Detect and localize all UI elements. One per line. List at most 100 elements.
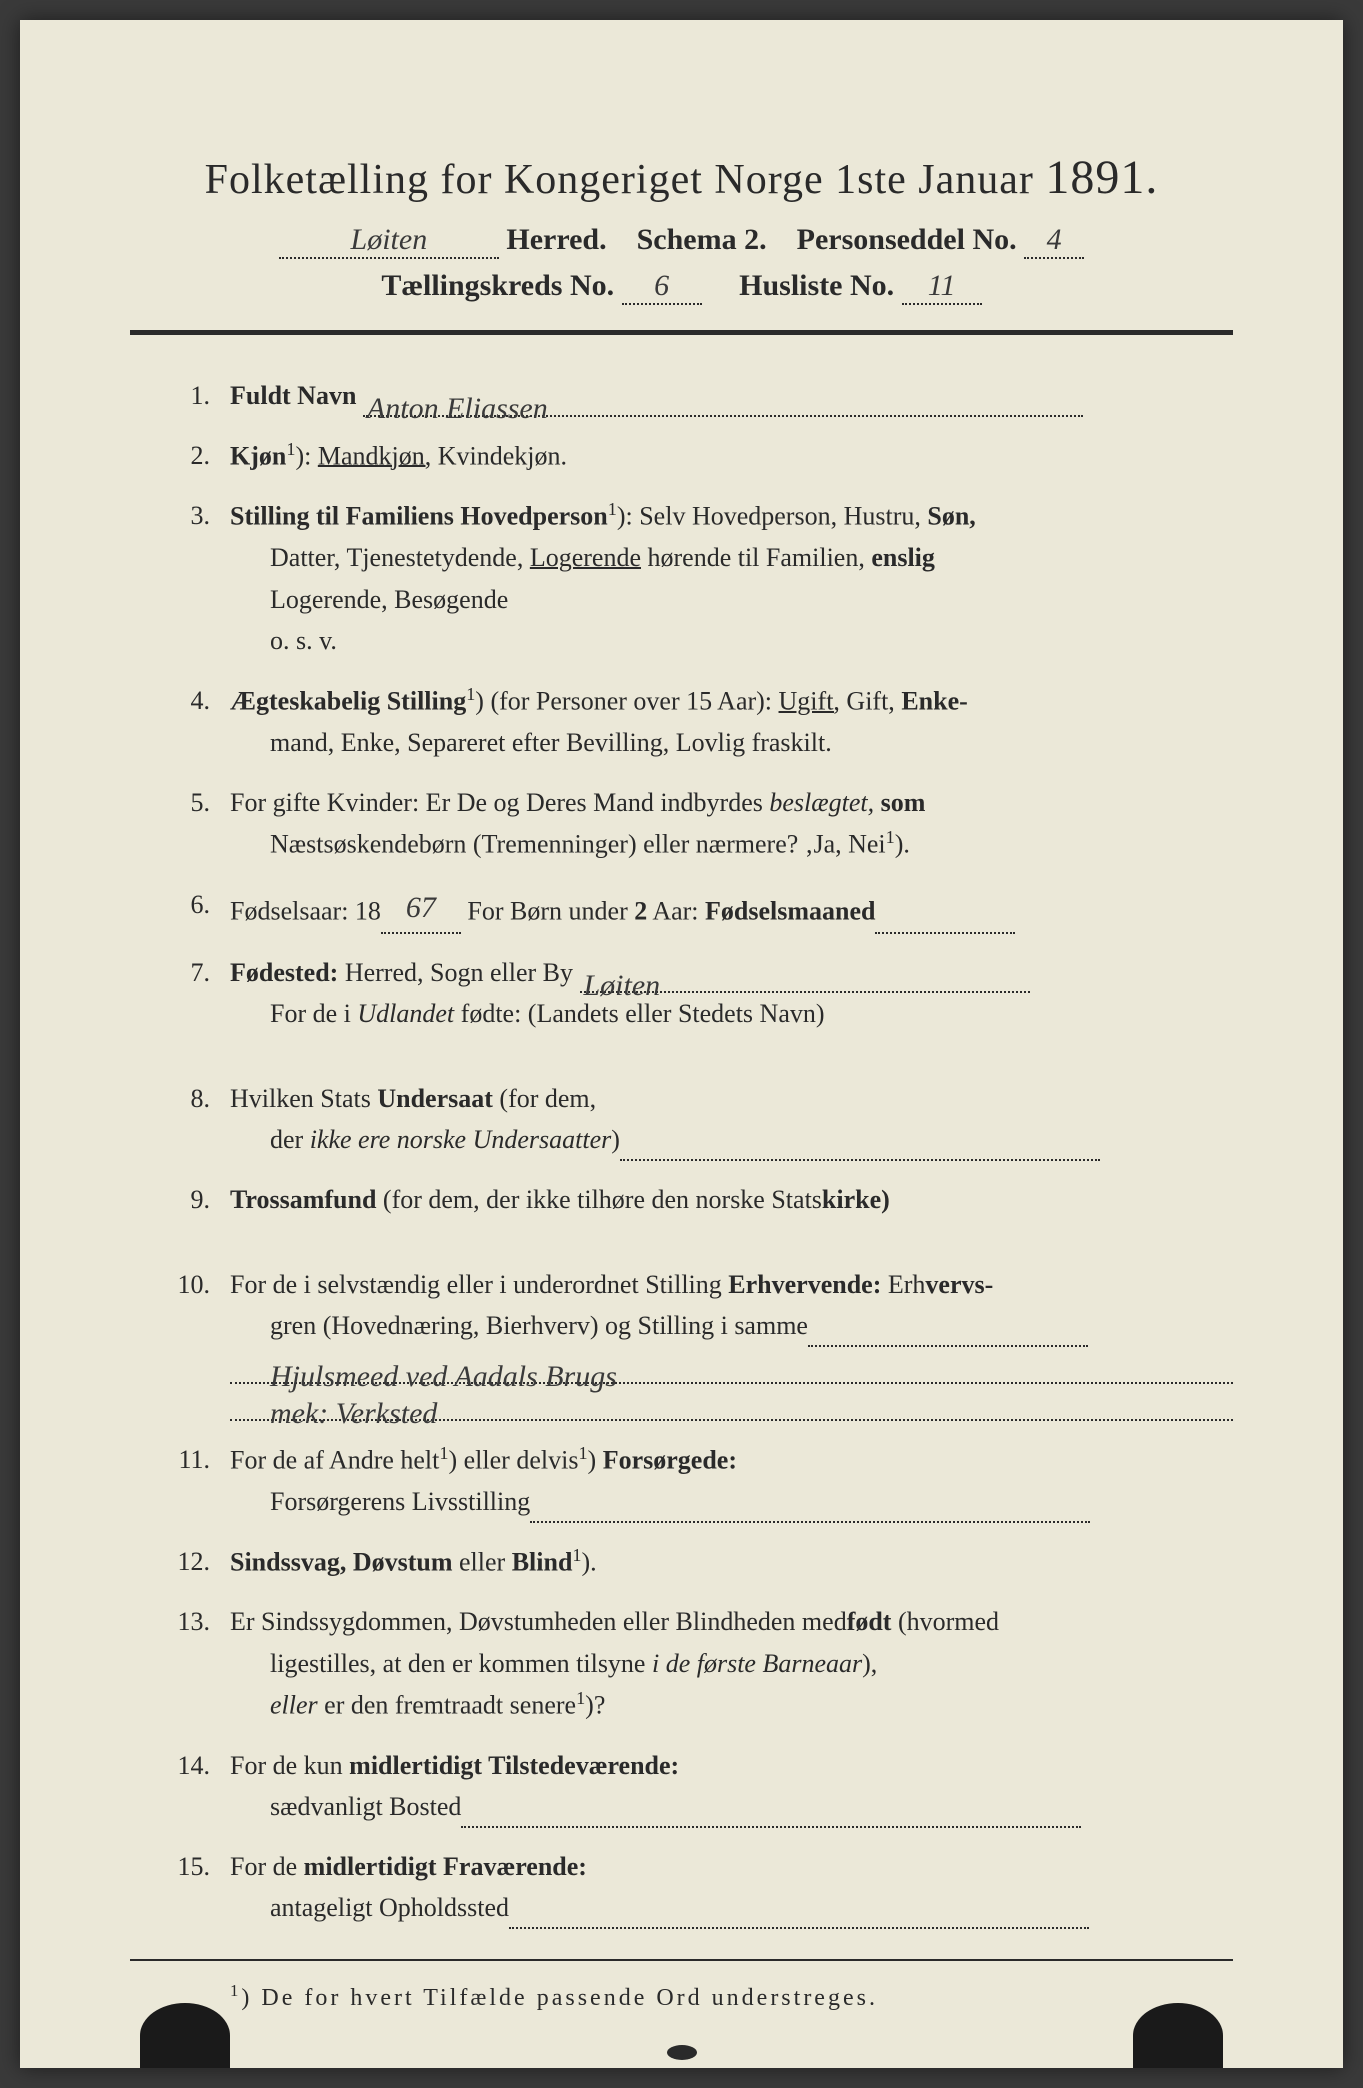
label: Stilling til Familiens Hovedperson xyxy=(230,502,608,531)
spacer xyxy=(160,1239,1233,1264)
t1: For de kun xyxy=(230,1751,349,1780)
punch-hole-left xyxy=(140,2003,230,2068)
t3: Aar: xyxy=(647,896,705,925)
opt-selected: Mandkjøn, xyxy=(318,441,431,470)
row-num: 5. xyxy=(160,782,230,824)
label: Kjøn xyxy=(230,441,286,470)
row-num: 8. xyxy=(160,1078,230,1120)
name-field: Anton Eliassen xyxy=(363,385,1083,416)
sup: 1 xyxy=(466,684,475,704)
row-content: Trossamfund (for dem, der ikke tilhøre d… xyxy=(230,1179,1233,1221)
row-num: 9. xyxy=(160,1179,230,1221)
i1: Udlandet xyxy=(357,999,454,1028)
row-content: Hvilken Stats Undersaat (for dem, der ik… xyxy=(230,1078,1233,1161)
i1: i de første Barneaar xyxy=(652,1649,862,1678)
t1: For de xyxy=(230,1852,304,1881)
footnote-text: ) De for hvert Tilfælde passende Ord und… xyxy=(241,1985,878,2011)
row-8: 8. Hvilken Stats Undersaat (for dem, der… xyxy=(160,1078,1233,1161)
text: ): xyxy=(295,441,317,470)
form-body: 1. Fuldt Navn Anton Eliassen 2. Kjøn1): … xyxy=(130,375,1233,1929)
taellingskreds-field: 6 xyxy=(622,269,702,305)
t1: Fødselsaar: 18 xyxy=(230,896,381,925)
row-num: 11. xyxy=(160,1439,230,1481)
c1: For de i xyxy=(270,999,357,1028)
cont: Forsørgerens Livsstilling xyxy=(230,1481,1233,1523)
row-content: Fuldt Navn Anton Eliassen xyxy=(230,375,1233,417)
b1: kirke) xyxy=(822,1185,890,1214)
b1: Undersaat xyxy=(377,1084,493,1113)
opt2: Kvindekjøn. xyxy=(431,441,567,470)
herred-field: Løiten xyxy=(279,223,499,259)
b1: Blind xyxy=(512,1548,573,1577)
t2: ). xyxy=(582,1548,597,1577)
t1: Er Sindssygdommen, Døvstumheden eller Bl… xyxy=(230,1607,847,1636)
cont: antageligt Opholdssted xyxy=(230,1887,1233,1929)
row-5: 5. For gifte Kvinder: Er De og Deres Man… xyxy=(160,782,1233,866)
t2: (hvormed xyxy=(891,1607,999,1636)
cont: Datter, Tjenestetydende, Logerende høren… xyxy=(230,537,1233,579)
row-num: 3. xyxy=(160,495,230,537)
s2: 1 xyxy=(578,1443,587,1463)
schema-label: Schema 2. xyxy=(637,223,767,256)
row-7: 7. Fødested: Herred, Sogn eller By Løite… xyxy=(160,952,1233,1035)
c1: Næstsøskendebørn (Tremenninger) eller næ… xyxy=(270,830,886,859)
c2: ) xyxy=(611,1125,620,1154)
whereabouts-field xyxy=(509,1898,1089,1929)
taellingskreds-value: 6 xyxy=(654,269,669,303)
cont: sædvanligt Bosted xyxy=(230,1786,1233,1828)
u1: Ugift, xyxy=(779,687,840,716)
row-content: For gifte Kvinder: Er De og Deres Mand i… xyxy=(230,782,1233,866)
row-num: 2. xyxy=(160,435,230,477)
t1: For de i selvstændig eller i underordnet… xyxy=(230,1270,728,1299)
row-1: 1. Fuldt Navn Anton Eliassen xyxy=(160,375,1233,417)
i1: ikke ere norske Undersaatter xyxy=(310,1125,612,1154)
subheader-1: Løiten Herred. Schema 2. Personseddel No… xyxy=(130,223,1233,259)
t1: eller xyxy=(453,1548,512,1577)
row-9: 9. Trossamfund (for dem, der ikke tilhør… xyxy=(160,1179,1233,1221)
row-content: Er Sindssygdommen, Døvstumheden eller Bl… xyxy=(230,1601,1233,1726)
residence-field xyxy=(461,1797,1081,1828)
personseddel-label: Personseddel No. xyxy=(797,223,1017,256)
footnote-sup: 1 xyxy=(230,1981,241,2000)
center-mark xyxy=(667,2045,697,2060)
header-rule xyxy=(130,330,1233,335)
label: Fuldt Navn xyxy=(230,381,356,410)
t1: Hvilken Stats xyxy=(230,1084,377,1113)
c2: ), xyxy=(862,1649,877,1678)
provider-field xyxy=(530,1492,1090,1523)
b1: midlertidigt Fraværende: xyxy=(304,1852,587,1881)
c2: fødte: (Landets eller Stedets Navn) xyxy=(454,999,824,1028)
row-12: 12. Sindssvag, Døvstum eller Blind1). xyxy=(160,1541,1233,1583)
t1: (for dem, der ikke tilhøre den norske St… xyxy=(376,1185,822,1214)
c3: Logerende, Besøgende xyxy=(230,579,1233,621)
title-year: 1891. xyxy=(1045,151,1158,204)
c1: der xyxy=(270,1125,310,1154)
i1: beslægtet, xyxy=(769,788,874,817)
row-13: 13. Er Sindssygdommen, Døvstumheden elle… xyxy=(160,1601,1233,1726)
year-field: 67 xyxy=(381,884,461,934)
c2: ). xyxy=(895,830,910,859)
sup: 1 xyxy=(576,1688,585,1708)
c1: mand, Enke, Separeret efter Bevilling, L… xyxy=(230,722,1233,764)
b1: midlertidigt Tilstedeværende: xyxy=(349,1751,679,1780)
label: Ægteskabelig Stilling xyxy=(230,687,466,716)
husliste-label: Husliste No. xyxy=(739,269,894,302)
c1: gren (Hovednæring, Bierhverv) og Stillin… xyxy=(270,1311,808,1340)
form-header: Folketælling for Kongeriget Norge 1ste J… xyxy=(130,150,1233,305)
c4: )? xyxy=(585,1691,605,1720)
row-content: For de midlertidigt Fraværende: antageli… xyxy=(230,1846,1233,1929)
row-content: Ægteskabelig Stilling1) (for Personer ov… xyxy=(230,680,1233,764)
cont: Næstsøskendebørn (Tremenninger) eller næ… xyxy=(230,823,1233,865)
label: Sindssvag, Døvstum xyxy=(230,1548,453,1577)
t2: Erh xyxy=(881,1270,925,1299)
taellingskreds-label: Tællingskreds No. xyxy=(381,269,614,302)
b1: Forsørgede: xyxy=(603,1446,737,1475)
c1: Datter, Tjenestetydende, xyxy=(270,543,530,572)
b1: 2 xyxy=(634,896,647,925)
row-6: 6. Fødselsaar: 1867 For Børn under 2 Aar… xyxy=(160,884,1233,934)
row-15: 15. For de midlertidigt Fraværende: anta… xyxy=(160,1846,1233,1929)
b1: Erhvervende: xyxy=(728,1270,881,1299)
row-num: 12. xyxy=(160,1541,230,1583)
spacer xyxy=(160,1053,1233,1078)
b1: Søn, xyxy=(927,502,975,531)
